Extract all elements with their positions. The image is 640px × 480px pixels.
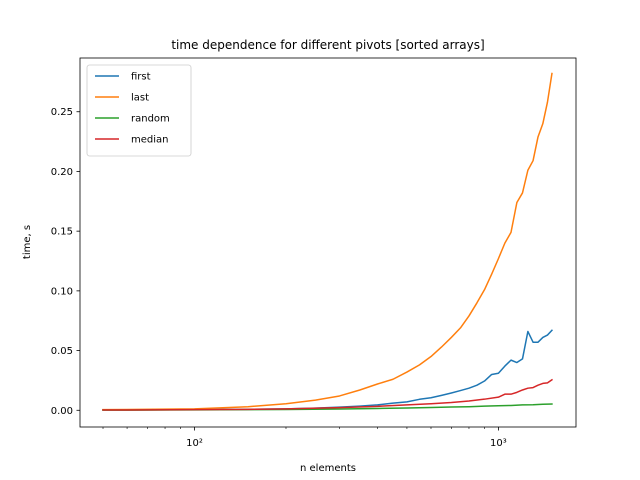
legend-box [86,64,192,157]
y-tick-label: 0.15 [51,227,73,238]
y-tick-label: 0.05 [51,346,73,357]
x-axis-ticks: 10² 10³ [102,427,507,449]
y-axis-ticks: 0.00 0.05 0.10 0.15 0.20 0.25 [51,107,80,417]
x-tick-label: 10² [186,438,203,449]
series-line-last [102,72,553,411]
x-axis-label: n elements [300,463,356,474]
y-tick-label: 0.20 [51,167,73,178]
legend-label-random: random [131,114,170,125]
y-tick-label: 0.10 [51,286,73,297]
legend-label-last: last [131,93,149,104]
plot-frame [79,57,577,428]
plot-lines [102,72,554,411]
x-tick-label: 10³ [490,438,507,449]
legend-label-median: median [131,135,169,146]
legend-label-first: first [131,72,151,83]
chart-title: time dependence for different pivots [so… [171,38,484,52]
series-line-median [102,378,553,411]
y-tick-label: 0.00 [51,406,73,417]
legend: first last random median [86,64,192,157]
y-tick-label: 0.25 [51,107,73,118]
y-axis-label: time, s [22,225,33,259]
